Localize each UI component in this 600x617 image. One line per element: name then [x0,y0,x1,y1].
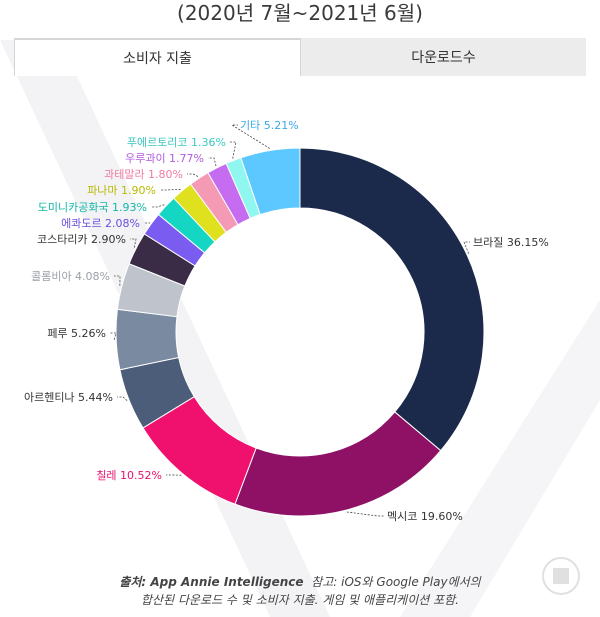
slice-label-5: 페루 5.26% [47,327,106,340]
donut-slice-2 [234,411,442,517]
donut-slice-14 [240,147,301,216]
chart-subtitle: (2020년 7월~2021년 6월) [177,1,423,25]
slice-label-8: 에콰도르 2.08% [61,217,140,230]
slice-label-9: 도미니카공화국 1.93% [38,201,147,214]
leader-line-7 [130,238,137,248]
watermark-seal-icon [542,557,580,595]
slice-label-13: 푸에르토리코 1.36% [127,136,226,149]
footnote-line2: 합산된 다운로드 수 및 소비자 지출. 게임 및 애플리케이션 포함. [141,593,459,607]
leader-line-5 [110,332,117,340]
tab-consumer-spend[interactable]: 소비자 지출 [14,38,301,76]
slice-label-14: 기타 5.21% [240,119,299,132]
slice-label-7: 코스타리카 2.90% [37,233,126,246]
tab-bar: 소비자 지출 다운로드수 [14,38,586,76]
donut-slice-1 [299,147,485,452]
tab-downloads[interactable]: 다운로드수 [301,38,586,76]
slice-label-11: 과테말라 1.80% [104,168,183,181]
slice-label-4: 아르헨티나 5.44% [24,391,113,404]
leader-line-1 [463,241,470,254]
leader-line-6 [114,275,121,286]
slice-label-12: 우루과이 1.77% [125,152,204,165]
slice-label-10: 파나마 1.90% [87,184,156,197]
leader-line-13 [230,141,237,159]
leader-line-11 [187,173,199,177]
slice-label-3: 칠레 10.52% [96,469,162,482]
leader-line-10 [160,188,181,191]
footnote: 출처: App Annie Intelligence 참고: iOS와 Goog… [0,573,600,609]
slice-label-2: 멕시코 19.60% [387,510,463,523]
leader-line-12 [208,157,217,167]
leader-line-9 [151,204,165,208]
footnote-note: 참고: iOS와 Google Play에서의 [311,575,481,589]
leader-line-2 [346,511,384,517]
leader-line-4 [117,396,128,401]
slice-label-1: 브라질 36.15% [473,236,549,249]
slice-label-6: 콜롬비아 4.08% [31,270,110,283]
leader-line-14 [230,124,270,149]
footnote-source: 출처: App Annie Intelligence [119,575,304,589]
